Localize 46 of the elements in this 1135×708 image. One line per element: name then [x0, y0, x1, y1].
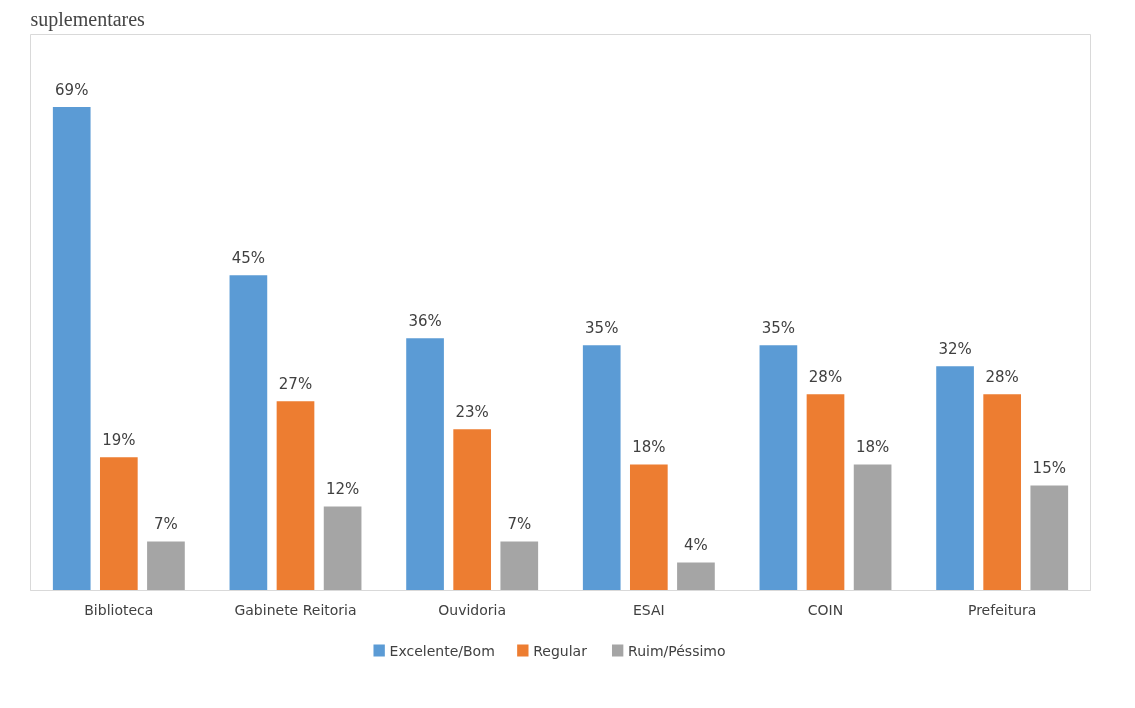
bar — [806, 394, 845, 591]
chart-title: suplementares — [30, 7, 146, 31]
bar — [1030, 485, 1069, 591]
bar — [276, 401, 315, 591]
bar — [99, 457, 138, 591]
bar — [500, 541, 539, 591]
bar — [629, 464, 668, 591]
bar — [52, 107, 91, 591]
bar — [323, 506, 362, 591]
data-label: 32% — [938, 340, 972, 359]
data-label: 45% — [231, 249, 266, 268]
data-label: 15% — [1032, 459, 1066, 478]
bar — [147, 541, 185, 591]
data-label: 35% — [761, 319, 796, 338]
bar — [677, 562, 715, 591]
legend-label: Excelente/Bom — [389, 642, 495, 659]
data-label: 18% — [855, 438, 890, 457]
bar — [983, 394, 1022, 591]
data-label: 18% — [632, 438, 666, 457]
bar — [453, 429, 492, 591]
legend-label: Regular — [533, 642, 588, 659]
data-label: 69% — [55, 81, 89, 100]
x-tick-label: COIN — [807, 601, 844, 618]
legend-label: Ruim/Péssimo — [628, 642, 726, 659]
data-label: 36% — [408, 312, 442, 331]
data-label: 28% — [808, 368, 843, 387]
data-label: 12% — [325, 480, 360, 499]
data-label: 23% — [455, 403, 489, 422]
x-tick-label: ESAI — [632, 601, 665, 618]
data-label: 27% — [278, 375, 313, 394]
x-tick-label: Ouvidoria — [438, 601, 507, 618]
bar — [759, 345, 798, 591]
bar — [936, 366, 974, 591]
data-label: 4% — [684, 536, 708, 555]
bar — [406, 338, 444, 591]
data-label: 35% — [585, 319, 619, 338]
data-label: 7% — [507, 515, 532, 534]
x-tick-label: Gabinete Reitoria — [234, 601, 357, 618]
x-tick-label: Prefeitura — [967, 601, 1037, 618]
bar — [853, 464, 892, 591]
data-label: 7% — [154, 515, 178, 534]
data-label: 28% — [985, 368, 1019, 387]
data-label: 19% — [102, 431, 136, 450]
bar — [229, 275, 268, 591]
x-tick-label: Biblioteca — [84, 601, 154, 618]
bar — [582, 345, 621, 591]
